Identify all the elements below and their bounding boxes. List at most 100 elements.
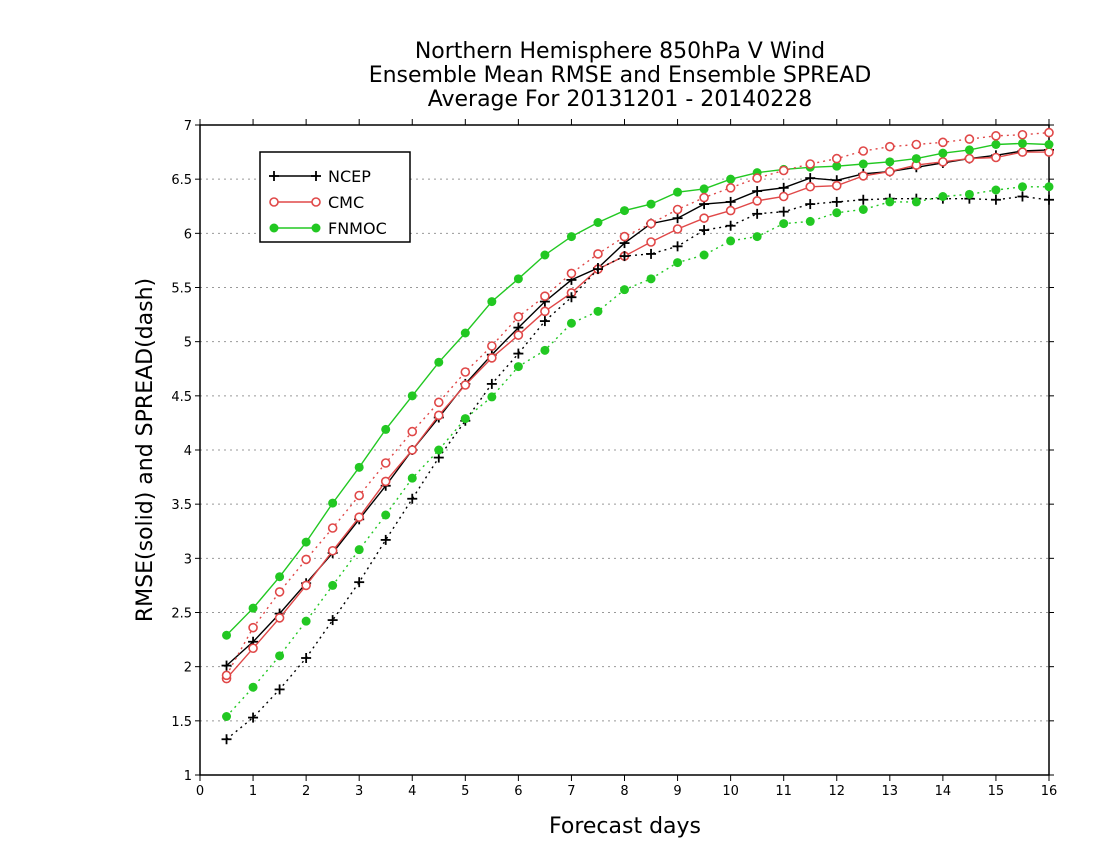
fnmoc-rmse-point bbox=[1017, 138, 1027, 148]
cmc-spread-point bbox=[593, 249, 603, 259]
fnmoc-rmse-point bbox=[1044, 140, 1054, 149]
cmc-rmse-point bbox=[354, 512, 364, 522]
fnmoc-rmse-point bbox=[566, 232, 576, 242]
x-tick-label: 2 bbox=[302, 784, 310, 799]
chart-title-line: Ensemble Mean RMSE and Ensemble SPREAD bbox=[369, 63, 872, 88]
ncep-spread-point bbox=[539, 316, 550, 327]
ncep-spread-series bbox=[221, 191, 1054, 745]
cmc-rmse-point bbox=[672, 224, 683, 234]
cmc-rmse-point bbox=[964, 153, 975, 164]
y-tick-label: 1 bbox=[184, 769, 192, 784]
x-axis-label: Forecast days bbox=[549, 814, 701, 839]
legend-item-fnmoc: FNMOC bbox=[269, 219, 387, 238]
x-tick-label: 14 bbox=[935, 784, 952, 799]
cmc-spread-point bbox=[885, 141, 895, 152]
cmc-spread-point bbox=[221, 670, 232, 681]
fnmoc-spread-point bbox=[858, 205, 868, 214]
y-axis-ticks: 1 1.5 2 2.5 3 3.5 4 4.5 5 5.5 6 6.5 7 bbox=[171, 119, 1054, 784]
cmc-rmse-point bbox=[487, 353, 497, 363]
fnmoc-spread-point bbox=[1044, 182, 1054, 192]
ncep-spread-point bbox=[380, 534, 391, 545]
ncep-spread-point bbox=[221, 734, 232, 745]
cmc-spread-point bbox=[460, 367, 471, 377]
fnmoc-rmse-point bbox=[540, 250, 550, 260]
cmc-rmse-point bbox=[407, 445, 418, 455]
fnmoc-spread-point bbox=[620, 285, 629, 295]
cmc-rmse-point bbox=[460, 380, 471, 390]
y-axis-label: RMSE(solid) and SPREAD(dash) bbox=[133, 278, 158, 622]
cmc-spread-point bbox=[1017, 129, 1028, 140]
ncep-spread-point bbox=[778, 206, 789, 217]
y-tick-label: 4 bbox=[184, 444, 192, 459]
ncep-spread-point bbox=[831, 196, 842, 207]
x-tick-label: 11 bbox=[775, 784, 792, 799]
fnmoc-rmse-point bbox=[407, 391, 417, 401]
x-axis-ticks: 0 1 2 3 4 5 6 7 8 9 10 11 12 13 14 15 16 bbox=[196, 119, 1057, 799]
x-tick-label: 3 bbox=[355, 784, 363, 799]
ncep-spread-point bbox=[725, 220, 736, 231]
ncep-spread-point bbox=[248, 712, 259, 723]
fnmoc-spread-point bbox=[964, 189, 974, 199]
fnmoc-rmse-point bbox=[911, 154, 921, 164]
x-tick-label: 4 bbox=[408, 784, 416, 799]
y-tick-label: 3.5 bbox=[171, 498, 192, 513]
fnmoc-spread-series bbox=[222, 182, 1054, 721]
ncep-spread-point bbox=[301, 653, 312, 663]
cmc-spread-point bbox=[964, 134, 975, 144]
ncep-spread-point bbox=[752, 208, 763, 219]
cmc-rmse-point bbox=[885, 166, 895, 177]
fnmoc-rmse-point bbox=[938, 148, 948, 158]
fnmoc-rmse-point bbox=[726, 174, 736, 184]
cmc-rmse-point bbox=[858, 171, 869, 181]
fnmoc-spread-line bbox=[225, 186, 1049, 717]
legend-label: FNMOC bbox=[328, 219, 387, 238]
x-tick-label: 8 bbox=[620, 784, 628, 799]
legend: NCEP CMC FNMOC bbox=[259, 151, 411, 243]
cmc-spread-point bbox=[380, 458, 391, 468]
ncep-spread-point bbox=[646, 248, 657, 259]
fnmoc-spread-point bbox=[460, 414, 470, 424]
y-tick-label: 3 bbox=[184, 552, 192, 567]
ncep-spread-point bbox=[407, 493, 418, 504]
fnmoc-rmse-point bbox=[593, 218, 603, 227]
fnmoc-spread-point bbox=[832, 208, 842, 218]
fnmoc-spread-point bbox=[991, 185, 1001, 195]
fnmoc-rmse-point bbox=[885, 157, 895, 167]
ncep-spread-point bbox=[327, 615, 338, 626]
x-tick-label: 7 bbox=[567, 784, 575, 799]
legend-marker bbox=[269, 197, 279, 207]
fnmoc-spread-point bbox=[407, 473, 417, 483]
fnmoc-rmse-point bbox=[275, 572, 285, 582]
ncep-spread-point bbox=[486, 378, 497, 389]
cmc-spread-point bbox=[778, 165, 789, 176]
fnmoc-rmse-point bbox=[964, 145, 974, 155]
fnmoc-rmse-point bbox=[460, 328, 470, 338]
fnmoc-spread-point bbox=[673, 258, 683, 268]
fnmoc-spread-point bbox=[566, 318, 576, 328]
fnmoc-spread-point bbox=[487, 392, 497, 402]
ncep-rmse-point bbox=[221, 660, 232, 671]
fnmoc-spread-point bbox=[513, 362, 523, 372]
y-tick-label: 6.5 bbox=[171, 173, 192, 188]
cmc-spread-point bbox=[354, 490, 364, 501]
chart-title-line: Average For 20131201 - 20140228 bbox=[428, 87, 813, 112]
fnmoc-spread-point bbox=[301, 616, 311, 626]
fnmoc-rmse-point bbox=[620, 206, 629, 216]
y-tick-label: 2 bbox=[184, 661, 192, 676]
cmc-rmse-series bbox=[221, 147, 1054, 684]
fnmoc-rmse-point bbox=[991, 140, 1001, 149]
fnmoc-rmse-point bbox=[301, 537, 311, 547]
x-tick-label: 13 bbox=[882, 784, 899, 799]
ncep-spread-point bbox=[274, 684, 285, 695]
ncep-spread-line bbox=[226, 195, 1050, 740]
fnmoc-spread-point bbox=[646, 274, 656, 284]
cmc-spread-point bbox=[938, 137, 948, 148]
ncep-spread-point bbox=[566, 292, 577, 303]
fnmoc-spread-point bbox=[779, 219, 789, 229]
cmc-spread-point bbox=[301, 554, 311, 565]
cmc-spread-point bbox=[513, 311, 524, 322]
fnmoc-rmse-point bbox=[328, 498, 338, 508]
cmc-spread-point bbox=[752, 173, 762, 183]
